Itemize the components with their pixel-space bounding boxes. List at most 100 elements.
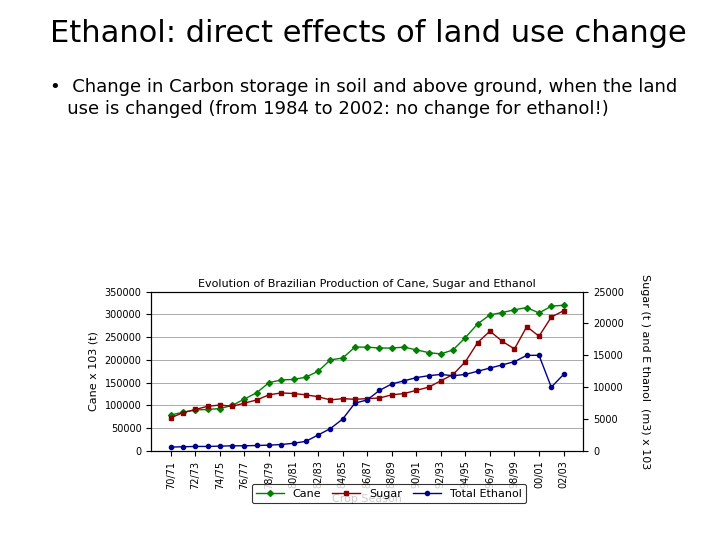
Sugar [166, 415, 175, 421]
Cane [351, 344, 359, 350]
Cane [203, 406, 212, 413]
Cane [253, 389, 261, 396]
Cane [535, 310, 544, 316]
Text: use is changed (from 1984 to 2002: no change for ethanol!): use is changed (from 1984 to 2002: no ch… [50, 100, 609, 118]
Total Ethanol [314, 432, 323, 438]
Total Ethanol [253, 442, 261, 449]
Sugar [424, 384, 433, 390]
Total Ethanol [363, 397, 372, 403]
Sugar [400, 390, 408, 397]
Total Ethanol [351, 400, 359, 406]
Total Ethanol [228, 443, 236, 449]
Total Ethanol [179, 443, 187, 450]
Cane [314, 368, 323, 375]
Sugar [523, 323, 531, 330]
Cane [559, 302, 568, 308]
Cane [191, 407, 199, 413]
Total Ethanol [338, 416, 347, 422]
Cane [277, 377, 286, 383]
Sugar [338, 395, 347, 402]
Cane [485, 312, 494, 318]
Total Ethanol [203, 443, 212, 450]
Total Ethanol [424, 373, 433, 379]
Sugar [363, 395, 372, 402]
Sugar [449, 371, 457, 377]
Sugar [240, 400, 249, 406]
Total Ethanol [289, 440, 298, 447]
Cane [400, 344, 408, 350]
Cane [547, 303, 556, 309]
Line: Cane: Cane [168, 303, 566, 417]
Sugar [473, 339, 482, 346]
Sugar [253, 397, 261, 403]
Cane [473, 321, 482, 327]
Sugar [228, 403, 236, 409]
Total Ethanol [461, 371, 469, 377]
Sugar [326, 397, 335, 403]
Cane [240, 396, 249, 402]
Line: Total Ethanol: Total Ethanol [168, 353, 566, 449]
Total Ethanol [485, 365, 494, 372]
Sugar [485, 328, 494, 334]
Sugar [461, 359, 469, 365]
Text: Ethanol: direct effects of land use change: Ethanol: direct effects of land use chan… [50, 19, 687, 48]
Sugar [179, 409, 187, 416]
Cane [265, 380, 274, 386]
X-axis label: Crop Season: Crop Season [332, 494, 402, 504]
Cane [326, 356, 335, 363]
Cane [424, 349, 433, 356]
Total Ethanol [535, 352, 544, 359]
Cane [523, 305, 531, 311]
Sugar [498, 338, 506, 345]
Title: Evolution of Brazilian Production of Cane, Sugar and Ethanol: Evolution of Brazilian Production of Can… [198, 279, 536, 289]
Sugar [215, 402, 224, 408]
Total Ethanol [473, 368, 482, 375]
Total Ethanol [412, 374, 420, 381]
Sugar [535, 333, 544, 340]
Cane [179, 409, 187, 415]
Cane [412, 347, 420, 353]
Cane [289, 376, 298, 383]
Legend: Cane, Sugar, Total Ethanol: Cane, Sugar, Total Ethanol [251, 484, 526, 503]
Cane [436, 350, 445, 357]
Sugar [510, 346, 519, 352]
Y-axis label: Cane x 103 (t): Cane x 103 (t) [89, 332, 99, 411]
Total Ethanol [559, 371, 568, 377]
Cane [215, 406, 224, 412]
Total Ethanol [449, 373, 457, 379]
Sugar [289, 390, 298, 397]
Cane [338, 355, 347, 361]
Total Ethanol [240, 443, 249, 449]
Sugar [547, 314, 556, 320]
Total Ethanol [215, 443, 224, 449]
Total Ethanol [523, 352, 531, 359]
Total Ethanol [302, 438, 310, 444]
Sugar [375, 395, 384, 401]
Cane [449, 347, 457, 353]
Total Ethanol [277, 441, 286, 448]
Line: Sugar: Sugar [168, 309, 566, 420]
Total Ethanol [387, 381, 396, 387]
Cane [498, 309, 506, 316]
Total Ethanol [547, 384, 556, 390]
Sugar [277, 390, 286, 396]
Sugar [387, 392, 396, 398]
Cane [461, 334, 469, 341]
Total Ethanol [265, 442, 274, 448]
Cane [302, 374, 310, 380]
Text: •  Change in Carbon storage in soil and above ground, when the land: • Change in Carbon storage in soil and a… [50, 78, 678, 96]
Sugar [314, 394, 323, 400]
Sugar [559, 307, 568, 314]
Total Ethanol [191, 443, 199, 450]
Total Ethanol [510, 359, 519, 365]
Y-axis label: Sugar (t ) and E thanol  (m3) x 103: Sugar (t ) and E thanol (m3) x 103 [641, 274, 650, 469]
Cane [228, 402, 236, 409]
Sugar [351, 396, 359, 402]
Total Ethanol [436, 371, 445, 377]
Total Ethanol [498, 362, 506, 368]
Cane [166, 411, 175, 418]
Sugar [436, 377, 445, 384]
Total Ethanol [166, 444, 175, 450]
Sugar [302, 392, 310, 398]
Cane [375, 345, 384, 352]
